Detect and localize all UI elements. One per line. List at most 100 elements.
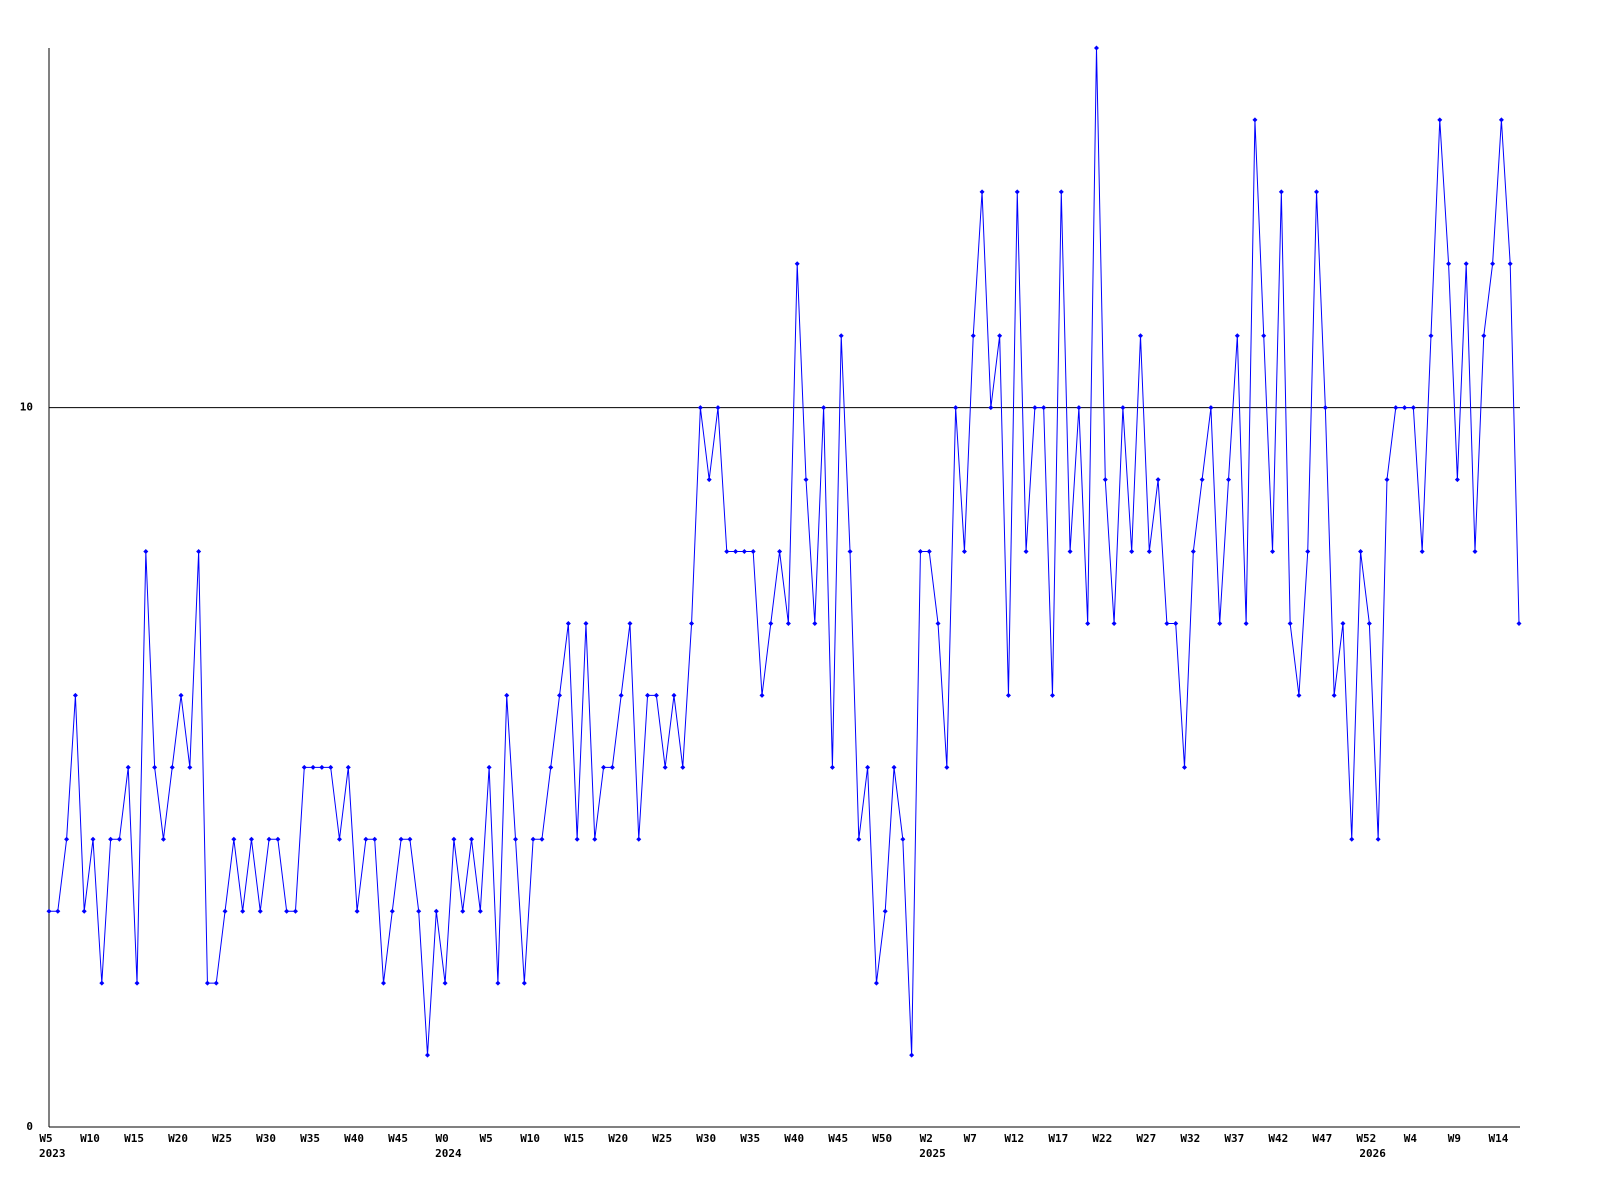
x-tick-label: W22 [1092, 1132, 1112, 1145]
point-marker [389, 908, 395, 914]
point-marker [55, 908, 61, 914]
point-marker [187, 764, 193, 770]
point-marker [1164, 620, 1170, 626]
point-marker [750, 549, 756, 555]
point-marker [248, 836, 254, 842]
point-marker [706, 477, 712, 483]
point-marker [1049, 692, 1055, 698]
point-marker [310, 764, 316, 770]
point-marker [116, 836, 122, 842]
point-marker [961, 549, 967, 555]
point-marker [548, 764, 554, 770]
x-tick-label: W15 [124, 1132, 144, 1145]
point-marker [1102, 477, 1108, 483]
point-marker [1314, 189, 1320, 195]
point-marker [513, 836, 519, 842]
x-tick-label: W4 [1404, 1132, 1418, 1145]
x-tick-label: W15 [564, 1132, 584, 1145]
x-tick-label: W12 [1004, 1132, 1024, 1145]
point-marker [574, 836, 580, 842]
point-marker [592, 836, 598, 842]
point-marker [407, 836, 413, 842]
x-tick-label: W17 [1048, 1132, 1068, 1145]
point-marker [1481, 333, 1487, 339]
point-marker [319, 764, 325, 770]
point-marker [231, 836, 237, 842]
point-marker [442, 980, 448, 986]
point-marker [284, 908, 290, 914]
point-marker [1305, 549, 1311, 555]
point-marker [1437, 117, 1443, 123]
point-marker [970, 333, 976, 339]
point-marker [794, 261, 800, 267]
point-marker [1498, 117, 1504, 123]
point-marker [99, 980, 105, 986]
point-marker [1199, 477, 1205, 483]
point-marker [1384, 477, 1390, 483]
point-marker [64, 836, 70, 842]
point-marker [1393, 405, 1399, 411]
point-marker [1120, 405, 1126, 411]
point-marker [935, 620, 941, 626]
point-marker [909, 1052, 915, 1058]
point-marker [1463, 261, 1469, 267]
point-marker [222, 908, 228, 914]
point-marker [1349, 836, 1355, 842]
x-tick-label: W14 [1488, 1132, 1508, 1145]
year-label: 2023 [39, 1147, 66, 1160]
y-tick-label: 0 [26, 1120, 33, 1133]
x-tick-label: W40 [784, 1132, 804, 1145]
point-marker [477, 908, 483, 914]
point-marker [882, 908, 888, 914]
point-marker [821, 405, 827, 411]
point-marker [741, 549, 747, 555]
point-marker [1129, 549, 1135, 555]
point-marker [662, 764, 668, 770]
point-marker [469, 836, 475, 842]
point-marker [1428, 333, 1434, 339]
point-marker [1226, 477, 1232, 483]
point-marker [1058, 189, 1064, 195]
point-marker [1085, 620, 1091, 626]
point-marker [539, 836, 545, 842]
point-marker [847, 549, 853, 555]
point-marker [1419, 549, 1425, 555]
point-marker [1490, 261, 1496, 267]
x-tick-label: W35 [740, 1132, 760, 1145]
point-marker [416, 908, 422, 914]
point-marker [1296, 692, 1302, 698]
x-tick-label: W30 [256, 1132, 276, 1145]
x-tick-label: W37 [1224, 1132, 1244, 1145]
point-marker [328, 764, 334, 770]
point-marker [398, 836, 404, 842]
x-tick-label: W10 [80, 1132, 100, 1145]
x-tick-label: W27 [1136, 1132, 1156, 1145]
point-marker [433, 908, 439, 914]
point-marker [160, 836, 166, 842]
point-marker [997, 333, 1003, 339]
x-tick-label: W5 [39, 1132, 52, 1145]
point-marker [812, 620, 818, 626]
point-marker [1243, 620, 1249, 626]
point-marker [1208, 405, 1214, 411]
point-marker [1287, 620, 1293, 626]
point-marker [451, 836, 457, 842]
x-tick-label: W30 [696, 1132, 716, 1145]
point-marker [583, 620, 589, 626]
point-marker [204, 980, 210, 986]
point-marker [759, 692, 765, 698]
point-marker [301, 764, 307, 770]
point-marker [724, 549, 730, 555]
point-marker [1137, 333, 1143, 339]
point-marker [1270, 549, 1276, 555]
point-marker [803, 477, 809, 483]
point-marker [891, 764, 897, 770]
x-tick-label: W45 [388, 1132, 408, 1145]
point-marker [1410, 405, 1416, 411]
point-marker [292, 908, 298, 914]
point-marker [380, 980, 386, 986]
point-marker [152, 764, 158, 770]
x-tick-label: W7 [964, 1132, 977, 1145]
x-tick-label: W25 [652, 1132, 672, 1145]
